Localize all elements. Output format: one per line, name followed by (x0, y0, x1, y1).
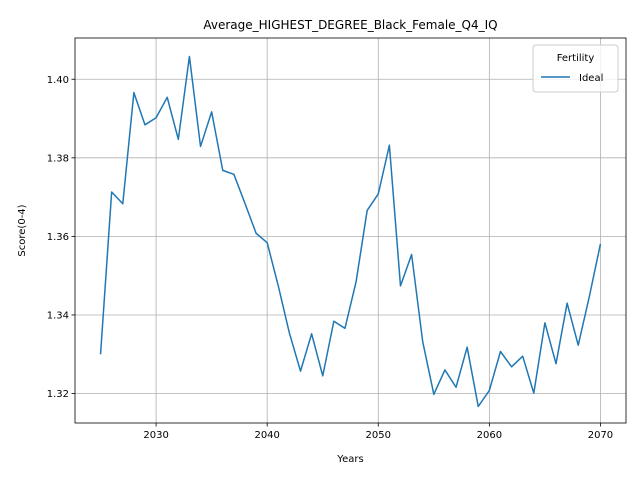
x-tick-label: 2030 (143, 430, 168, 441)
chart-title: Average_HIGHEST_DEGREE_Black_Female_Q4_I… (203, 18, 497, 32)
y-tick-label: 1.40 (47, 75, 69, 86)
x-tick-label: 2060 (477, 430, 502, 441)
plot-frame (74, 37, 627, 424)
series-line-ideal (99, 55, 602, 408)
legend-box (532, 44, 619, 93)
y-axis-label: Score(0-4) (17, 204, 28, 256)
y-tick-label: 1.32 (47, 389, 69, 400)
legend: Fertility Ideal (532, 44, 619, 93)
x-axis-label: Years (336, 454, 363, 465)
tick-layer: 2030 2040 2050 2060 2070 1.32 1.34 1.36 1.38 1.40 (47, 75, 613, 441)
x-tick-label: 2050 (366, 430, 391, 441)
y-tick-label: 1.34 (47, 310, 69, 321)
plot-area (75, 38, 626, 423)
legend-entry-ideal: Ideal (579, 73, 603, 84)
y-tick-label: 1.36 (47, 232, 69, 243)
legend-title: Fertility (557, 53, 595, 64)
y-tick-label: 1.38 (47, 153, 69, 164)
series-layer (99, 55, 602, 408)
x-tick-label: 2040 (254, 430, 279, 441)
x-tick-label: 2070 (588, 430, 613, 441)
